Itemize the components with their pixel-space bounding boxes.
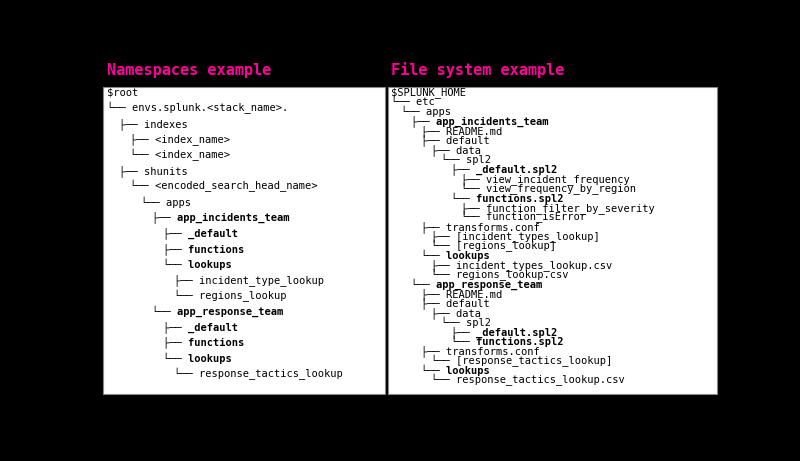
Text: └── function_isError: └── function_isError <box>461 211 586 223</box>
Text: ├── transforms.conf: ├── transforms.conf <box>421 221 540 233</box>
Text: ├── view_incident_frequency: ├── view_incident_frequency <box>461 173 630 185</box>
Text: ├── functions: ├── functions <box>163 243 245 255</box>
Text: └── <index_name>: └── <index_name> <box>130 149 230 161</box>
Text: └── envs.splunk.<stack_name>.: └── envs.splunk.<stack_name>. <box>107 102 289 114</box>
Text: └── regions_lookup: └── regions_lookup <box>174 290 287 302</box>
Text: File system example: File system example <box>391 62 565 78</box>
Text: └── <encoded_search_head_name>: └── <encoded_search_head_name> <box>130 180 318 192</box>
Text: └── lookups: └── lookups <box>163 352 232 364</box>
Text: └── response_tactics_lookup: └── response_tactics_lookup <box>174 367 343 380</box>
Bar <box>103 87 386 394</box>
Text: └── apps: └── apps <box>402 106 451 118</box>
Text: └── regions_lookup.csv: └── regions_lookup.csv <box>431 269 569 281</box>
Text: └── lookups: └── lookups <box>421 365 490 376</box>
Text: └── functions.spl2: └── functions.spl2 <box>451 192 563 204</box>
Text: ├── _default: ├── _default <box>163 321 238 333</box>
Text: └── functions.spl2: └── functions.spl2 <box>451 336 563 348</box>
Text: ├── app_incidents_team: ├── app_incidents_team <box>152 212 290 224</box>
Text: ├── README.md: ├── README.md <box>421 288 502 300</box>
Text: ├── data: ├── data <box>431 144 481 156</box>
Text: └── app_response_team: └── app_response_team <box>152 306 283 317</box>
Text: $root: $root <box>107 88 138 98</box>
Text: ├── default: ├── default <box>421 135 490 147</box>
Text: ├── _default: ├── _default <box>163 227 238 239</box>
Text: └── spl2: └── spl2 <box>441 154 491 165</box>
Text: ├── default: ├── default <box>421 297 490 309</box>
Text: ├── README.md: ├── README.md <box>421 125 502 137</box>
Text: └── lookups: └── lookups <box>421 250 490 261</box>
Text: ├── app_incidents_team: ├── app_incidents_team <box>411 115 549 127</box>
Text: └── response_tactics_lookup.csv: └── response_tactics_lookup.csv <box>431 374 625 386</box>
Text: Namespaces example: Namespaces example <box>107 64 272 78</box>
Text: ├── functions: ├── functions <box>163 337 245 349</box>
Bar <box>388 87 717 394</box>
Text: ├── [incident_types_lookup]: ├── [incident_types_lookup] <box>431 230 600 242</box>
Text: ├── data: ├── data <box>431 307 481 319</box>
Text: ├── _default.spl2: ├── _default.spl2 <box>451 326 557 338</box>
Text: ├── _default.spl2: ├── _default.spl2 <box>451 163 557 175</box>
Text: ├── transforms.conf: ├── transforms.conf <box>421 345 540 357</box>
Text: └── app_response_team: └── app_response_team <box>411 278 542 290</box>
Text: └── spl2: └── spl2 <box>441 317 491 328</box>
Text: └── [response_tactics_lookup]: └── [response_tactics_lookup] <box>431 355 612 367</box>
Text: ├── <index_name>: ├── <index_name> <box>130 134 230 145</box>
Text: ├── indexes: ├── indexes <box>118 118 187 130</box>
Text: └── [regions_lookup]: └── [regions_lookup] <box>431 240 556 252</box>
Text: └── etc: └── etc <box>391 97 435 107</box>
Text: $SPLUNK_HOME: $SPLUNK_HOME <box>391 87 466 98</box>
Text: └── view_frequency_by_region: └── view_frequency_by_region <box>461 182 636 195</box>
Text: └── lookups: └── lookups <box>163 259 232 270</box>
Text: ├── function_filter_by_severity: ├── function_filter_by_severity <box>461 201 654 213</box>
Text: ├── incident_type_lookup: ├── incident_type_lookup <box>174 274 325 286</box>
Text: └── apps: └── apps <box>141 196 191 207</box>
Text: ├── shunits: ├── shunits <box>118 165 187 177</box>
Text: ├── incident_types_lookup.csv: ├── incident_types_lookup.csv <box>431 259 612 271</box>
